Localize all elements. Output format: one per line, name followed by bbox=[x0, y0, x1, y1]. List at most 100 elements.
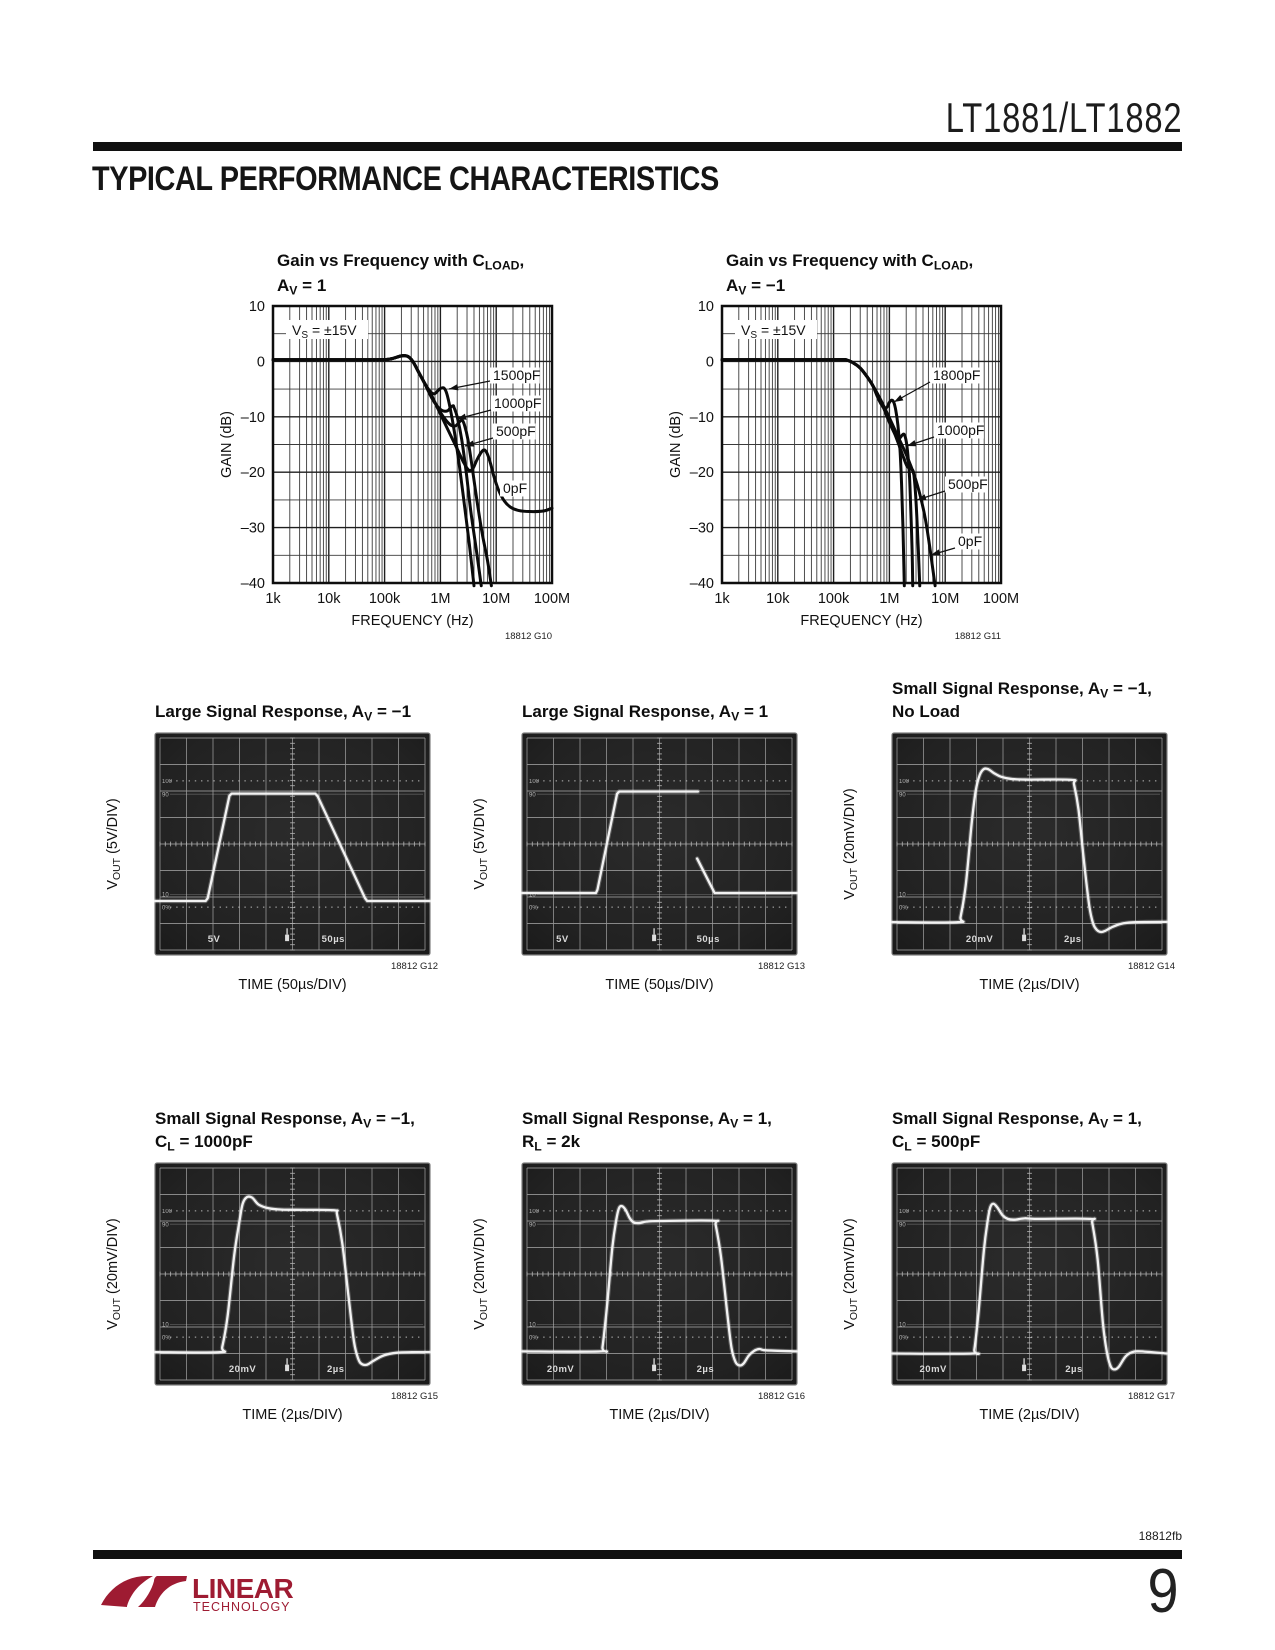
svg-text:100k: 100k bbox=[369, 591, 401, 607]
svg-text:Small Signal Response, AV = −1: Small Signal Response, AV = −1, bbox=[155, 1109, 415, 1130]
svg-text:10: 10 bbox=[162, 1323, 169, 1329]
svg-text:Small Signal Response, AV = −1: Small Signal Response, AV = −1, bbox=[892, 679, 1152, 700]
svg-text:100: 100 bbox=[899, 779, 910, 785]
svg-text:2µs: 2µs bbox=[1065, 1364, 1083, 1375]
waveform-g12 bbox=[154, 792, 431, 903]
svg-text:100: 100 bbox=[899, 1209, 910, 1215]
svg-text:100: 100 bbox=[162, 779, 173, 785]
svg-text:20mV: 20mV bbox=[920, 1364, 948, 1375]
svg-text:18812 G10: 18812 G10 bbox=[505, 631, 552, 642]
svg-text:–40: –40 bbox=[690, 576, 714, 592]
svg-text:0: 0 bbox=[706, 354, 714, 370]
svg-text:18812 G16: 18812 G16 bbox=[758, 1391, 805, 1402]
svg-text:100: 100 bbox=[529, 779, 540, 785]
svg-text:500pF: 500pF bbox=[496, 423, 536, 439]
waveform-g13 bbox=[521, 790, 700, 895]
svg-text:2µs: 2µs bbox=[327, 1364, 345, 1375]
svg-text:RL = 2k: RL = 2k bbox=[522, 1132, 581, 1153]
svg-text:10k: 10k bbox=[766, 591, 790, 607]
svg-text:1500pF: 1500pF bbox=[493, 367, 540, 383]
svg-text:1000pF: 1000pF bbox=[937, 422, 984, 438]
svg-text:TIME (2µs/DIV): TIME (2µs/DIV) bbox=[242, 1407, 342, 1423]
svg-text:TIME (50µs/DIV): TIME (50µs/DIV) bbox=[238, 977, 346, 993]
svg-text:LINEAR: LINEAR bbox=[192, 1573, 294, 1604]
svg-text:GAIN (dB): GAIN (dB) bbox=[219, 411, 235, 478]
svg-text:20mV: 20mV bbox=[966, 934, 994, 945]
waveform-g14 bbox=[891, 767, 1168, 934]
svg-text:AV = −1: AV = −1 bbox=[726, 276, 785, 297]
svg-text:90: 90 bbox=[529, 1222, 536, 1228]
svg-text:10: 10 bbox=[529, 893, 536, 899]
svg-text:CL = 500pF: CL = 500pF bbox=[892, 1132, 980, 1153]
part-number: LT1881/LT1882 bbox=[945, 94, 1182, 141]
scope-photo-g17: 100 90 10 0% 20mV 2µs Small Signal Response, A… bbox=[842, 1109, 1175, 1423]
curve-g11-1800pF bbox=[720, 358, 906, 588]
scope-photo-g13: 100 90 10 0% 5V 50µs Large Signal Response, AV… bbox=[472, 702, 805, 993]
svg-text:18812 G12: 18812 G12 bbox=[391, 961, 438, 972]
svg-text:VS = ±15V: VS = ±15V bbox=[292, 322, 357, 341]
bode-chart-g10: VS = ±15V 1500pF 1000pF 500pF 0pF 10 0 –10 –20 –3… bbox=[219, 251, 570, 642]
svg-text:20mV: 20mV bbox=[547, 1364, 575, 1375]
svg-text:GAIN (dB): GAIN (dB) bbox=[668, 411, 684, 478]
svg-text:90: 90 bbox=[899, 1222, 906, 1228]
svg-text:10: 10 bbox=[162, 893, 169, 899]
svg-text:VOUT (20mV/DIV): VOUT (20mV/DIV) bbox=[472, 1218, 490, 1329]
svg-text:90: 90 bbox=[529, 792, 536, 798]
svg-text:Gain vs Frequency with CLOAD,: Gain vs Frequency with CLOAD, bbox=[726, 251, 973, 272]
svg-text:20mV: 20mV bbox=[229, 1364, 257, 1375]
svg-text:90: 90 bbox=[162, 792, 169, 798]
svg-text:Small Signal Response, AV = 1,: Small Signal Response, AV = 1, bbox=[522, 1109, 772, 1130]
svg-text:100k: 100k bbox=[818, 591, 850, 607]
svg-text:0%: 0% bbox=[529, 905, 538, 911]
svg-text:2µs: 2µs bbox=[1064, 934, 1082, 945]
svg-text:0pF: 0pF bbox=[958, 533, 982, 549]
svg-text:FREQUENCY (Hz): FREQUENCY (Hz) bbox=[351, 613, 473, 629]
waveform-g15 bbox=[154, 1195, 431, 1367]
svg-text:VOUT (20mV/DIV): VOUT (20mV/DIV) bbox=[842, 1218, 860, 1329]
page-number: 9 bbox=[1146, 1557, 1178, 1626]
svg-text:1800pF: 1800pF bbox=[933, 367, 980, 383]
header-rule bbox=[93, 142, 1182, 151]
svg-text:TIME (2µs/DIV): TIME (2µs/DIV) bbox=[609, 1407, 709, 1423]
curve-g10-1000pF bbox=[271, 354, 483, 588]
svg-text:10M: 10M bbox=[931, 591, 959, 607]
svg-text:FREQUENCY (Hz): FREQUENCY (Hz) bbox=[800, 613, 922, 629]
svg-text:90: 90 bbox=[899, 792, 906, 798]
svg-text:TIME (50µs/DIV): TIME (50µs/DIV) bbox=[605, 977, 713, 993]
svg-text:0%: 0% bbox=[899, 1335, 908, 1341]
svg-text:VS = ±15V: VS = ±15V bbox=[741, 322, 806, 341]
svg-text:1000pF: 1000pF bbox=[494, 395, 541, 411]
footer-rule bbox=[93, 1550, 1182, 1559]
svg-text:18812 G11: 18812 G11 bbox=[955, 631, 1001, 642]
svg-text:–20: –20 bbox=[241, 465, 265, 481]
svg-text:Small Signal Response, AV = 1,: Small Signal Response, AV = 1, bbox=[892, 1109, 1142, 1130]
svg-text:18812 G14: 18812 G14 bbox=[1128, 961, 1175, 972]
svg-text:0pF: 0pF bbox=[503, 480, 527, 496]
svg-text:0%: 0% bbox=[529, 1335, 538, 1341]
bode-chart-g11: VS = ±15V 1800pF 1000pF 500pF 0pF 10 0 –10 –20 –3… bbox=[668, 251, 1019, 642]
waveform-g17 bbox=[891, 1202, 1168, 1371]
svg-text:5V: 5V bbox=[208, 934, 221, 945]
svg-text:0%: 0% bbox=[162, 1335, 171, 1341]
svg-text:5V: 5V bbox=[556, 934, 569, 945]
svg-text:Large Signal Response, AV = 1: Large Signal Response, AV = 1 bbox=[522, 702, 768, 723]
svg-text:0%: 0% bbox=[162, 905, 171, 911]
svg-text:18812 G15: 18812 G15 bbox=[391, 1391, 438, 1402]
svg-text:TIME (2µs/DIV): TIME (2µs/DIV) bbox=[979, 1407, 1079, 1423]
svg-text:TECHNOLOGY: TECHNOLOGY bbox=[193, 1600, 291, 1614]
svg-text:TIME (2µs/DIV): TIME (2µs/DIV) bbox=[979, 977, 1079, 993]
svg-text:100: 100 bbox=[529, 1209, 540, 1215]
scope-photo-g16: 100 90 10 0% 20mV 2µs Small Signal Response, A… bbox=[472, 1109, 805, 1423]
svg-text:500pF: 500pF bbox=[948, 476, 988, 492]
svg-text:VOUT (5V/DIV): VOUT (5V/DIV) bbox=[105, 798, 123, 889]
svg-text:CL = 1000pF: CL = 1000pF bbox=[155, 1132, 253, 1153]
svg-text:10: 10 bbox=[529, 1323, 536, 1329]
svg-text:Large Signal Response, AV = −1: Large Signal Response, AV = −1 bbox=[155, 702, 411, 723]
svg-text:–10: –10 bbox=[690, 410, 714, 426]
svg-text:50µs: 50µs bbox=[322, 934, 345, 945]
svg-text:18812 G17: 18812 G17 bbox=[1128, 1391, 1175, 1402]
waveform-g16 bbox=[521, 1204, 798, 1367]
svg-text:100M: 100M bbox=[534, 591, 570, 607]
svg-text:10: 10 bbox=[698, 299, 714, 315]
svg-text:Gain vs Frequency with CLOAD,: Gain vs Frequency with CLOAD, bbox=[277, 251, 524, 272]
